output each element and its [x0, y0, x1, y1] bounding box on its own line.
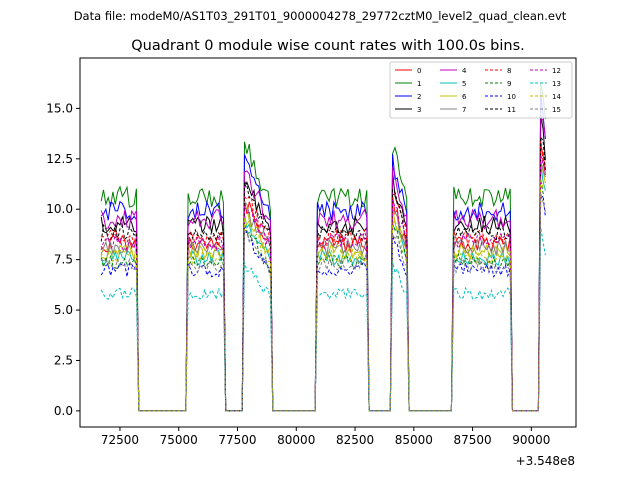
- legend-label-4: 4: [462, 67, 467, 75]
- legend-label-7: 7: [462, 106, 466, 114]
- legend-label-10: 10: [507, 93, 516, 101]
- y-tick-label: 5.0: [54, 303, 73, 317]
- plot-area-frame: [79, 57, 577, 428]
- series-line-12: [100, 154, 546, 412]
- y-tick-label: 0.0: [54, 404, 73, 418]
- legend-label-0: 0: [417, 67, 421, 75]
- y-tick-label: 15.0: [46, 101, 73, 115]
- x-offset-label: +3.548e8: [516, 454, 575, 468]
- series-line-10: [100, 194, 546, 412]
- legend-label-13: 13: [552, 80, 561, 88]
- legend-label-5: 5: [462, 80, 466, 88]
- series-line-14: [100, 178, 546, 412]
- series-line-7: [100, 161, 546, 412]
- y-tick-label: 12.5: [46, 152, 73, 166]
- x-tick-label: 90000: [512, 433, 550, 447]
- legend-label-1: 1: [417, 80, 421, 88]
- x-tick-label: 82500: [336, 433, 374, 447]
- data-file-header: Data file: modeM0/AS1T03_291T01_90000042…: [74, 9, 567, 23]
- x-tick-label: 77500: [218, 433, 256, 447]
- y-tick-label: 10.0: [46, 202, 73, 216]
- chart-title: Quadrant 0 module wise count rates with …: [131, 38, 525, 54]
- y-axis: 0.0 2.5 5.0 7.5 10.0 12.5 15.0: [46, 101, 80, 418]
- legend-label-9: 9: [507, 80, 511, 88]
- x-tick-label: 87500: [453, 433, 491, 447]
- series-layer: [100, 82, 546, 412]
- legend-label-15: 15: [552, 106, 561, 114]
- x-tick-label: 75000: [160, 433, 198, 447]
- legend-label-2: 2: [417, 93, 421, 101]
- legend-label-11: 11: [507, 106, 516, 114]
- series-line-4: [100, 118, 546, 412]
- legend-label-14: 14: [552, 93, 561, 101]
- x-tick-label: 85000: [395, 433, 433, 447]
- legend-label-3: 3: [417, 106, 421, 114]
- legend-label-8: 8: [507, 67, 511, 75]
- series-line-15: [100, 192, 546, 412]
- y-tick-label: 2.5: [54, 353, 73, 367]
- series-line-11: [100, 135, 546, 412]
- x-tick-label: 80000: [277, 433, 315, 447]
- legend-label-12: 12: [552, 67, 561, 75]
- series-line-5: [100, 164, 546, 412]
- series-line-0: [100, 144, 546, 412]
- x-axis: 72500 75000 77500 80000 82500 85000 87500 90000: [101, 427, 550, 447]
- legend-box: [389, 61, 573, 119]
- y-tick-label: 7.5: [54, 253, 73, 267]
- series-line-8: [101, 138, 546, 412]
- x-tick-label: 72500: [101, 433, 139, 447]
- legend-label-6: 6: [462, 93, 467, 101]
